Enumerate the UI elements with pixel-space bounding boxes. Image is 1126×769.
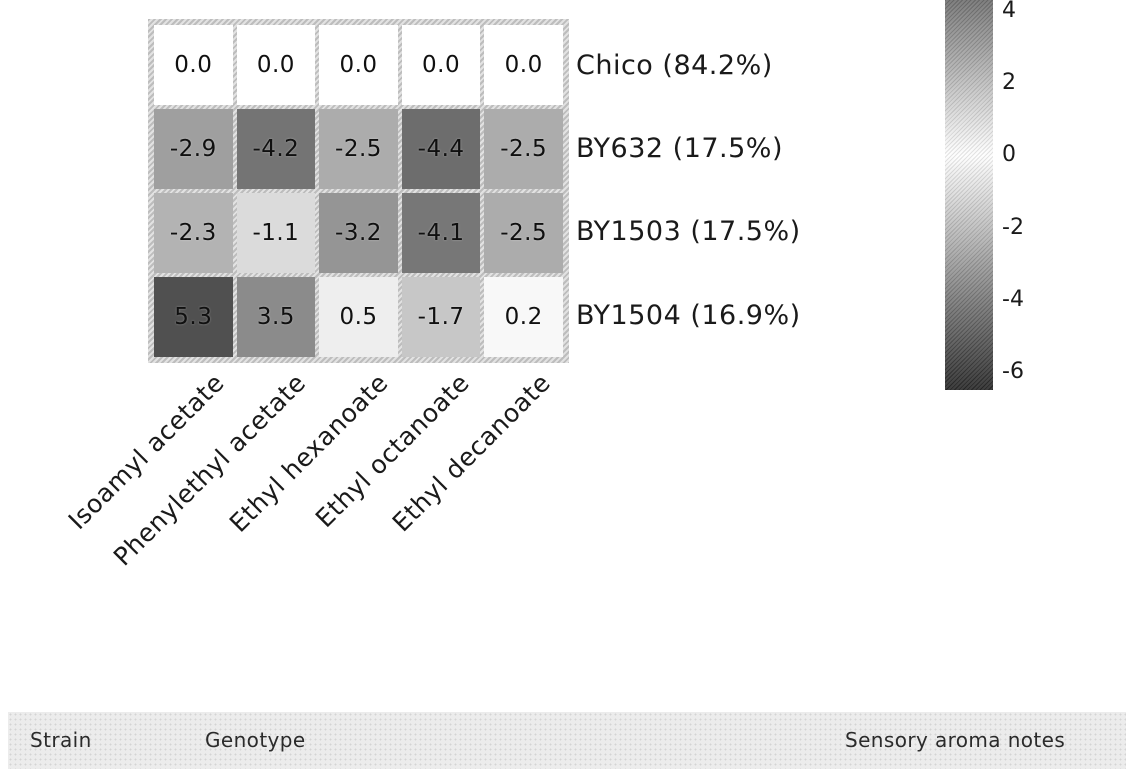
- heatmap-cell: -1.7: [401, 277, 481, 357]
- heatmap-cell: 0.5: [319, 277, 398, 357]
- row-label-by632: BY632 (17.5%): [576, 133, 783, 164]
- heatmap-grid: 0.0 0.0 0.0 0.0 0.0 -2.9 -4.2 -2.5 -4.4 …: [154, 25, 563, 357]
- cell-value: 0.0: [504, 52, 543, 78]
- heatmap-cell: 0.2: [484, 277, 563, 357]
- heatmap-frame: 0.0 0.0 0.0 0.0 0.0 -2.9 -4.2 -2.5 -4.4 …: [148, 19, 569, 363]
- cell-value: -2.5: [335, 136, 382, 162]
- cell-value: -1.1: [252, 220, 300, 246]
- column-label-ethyl-decanoate: Ethyl decanoate: [387, 368, 557, 538]
- column-label-isoamyl-acetate: Isoamyl acetate: [62, 368, 230, 536]
- heatmap-cell: -1.1: [236, 193, 316, 273]
- table-header-genotype: Genotype: [205, 728, 306, 752]
- heatmap-cell: 0.0: [154, 25, 233, 105]
- heatmap-cell: -2.5: [319, 109, 398, 189]
- row-label-chico: Chico (84.2%): [576, 50, 773, 81]
- cell-value: 0.0: [256, 52, 295, 78]
- heatmap-cell: -2.9: [154, 109, 233, 189]
- cell-value: 0.0: [339, 52, 378, 78]
- cell-value: 0.0: [422, 52, 461, 78]
- cell-value: 0.0: [174, 52, 213, 78]
- colorbar-tick-label: -6: [1002, 358, 1024, 384]
- heatmap-cell: -4.4: [401, 109, 481, 189]
- heatmap-cell: -2.3: [154, 193, 233, 273]
- heatmap-cell: 0.0: [401, 25, 481, 105]
- cell-value: -4.4: [417, 136, 465, 162]
- heatmap-cell: 3.5: [236, 277, 316, 357]
- table-header-strain: Strain: [30, 728, 92, 752]
- cell-value: -4.2: [252, 136, 300, 162]
- colorbar-tick-label: 2: [1002, 70, 1016, 96]
- cell-value: 5.3: [174, 304, 213, 330]
- heatmap-cell: 5.3: [154, 277, 233, 357]
- cell-value: -2.5: [500, 220, 548, 246]
- row-label-by1503: BY1503 (17.5%): [576, 216, 801, 247]
- heatmap-cell: -3.2: [319, 193, 398, 273]
- heatmap-cell: -4.2: [236, 109, 316, 189]
- table-header-band: Strain Genotype Sensory aroma notes: [8, 712, 1126, 769]
- cell-value: -4.1: [417, 220, 465, 246]
- cell-value: -3.2: [335, 220, 382, 246]
- cell-value: -1.7: [417, 304, 465, 330]
- cell-value: -2.5: [500, 136, 548, 162]
- colorbar-tick-label: -4: [1002, 286, 1024, 312]
- cell-value: -2.3: [169, 220, 217, 246]
- heatmap-cell: -2.5: [484, 109, 563, 189]
- heatmap-cell: 0.0: [236, 25, 316, 105]
- cell-value: -2.9: [169, 136, 217, 162]
- heatmap-cell: 0.0: [484, 25, 563, 105]
- colorbar-tick-label: 0: [1002, 142, 1016, 168]
- cell-value: 0.5: [339, 304, 378, 330]
- colorbar-tick-label: 4: [1002, 0, 1016, 23]
- cell-value: 3.5: [256, 304, 295, 330]
- heatmap-cell: -2.5: [484, 193, 563, 273]
- colorbar-tick-label: -2: [1002, 214, 1024, 240]
- colorbar: [945, 0, 993, 390]
- heatmap-cell: 0.0: [319, 25, 398, 105]
- row-label-by1504: BY1504 (16.9%): [576, 300, 801, 331]
- table-header-sensory-aroma-notes: Sensory aroma notes: [845, 728, 1066, 752]
- heatmap-cell: -4.1: [401, 193, 481, 273]
- cell-value: 0.2: [504, 304, 543, 330]
- column-label-ethyl-octanoate: Ethyl octanoate: [309, 368, 475, 534]
